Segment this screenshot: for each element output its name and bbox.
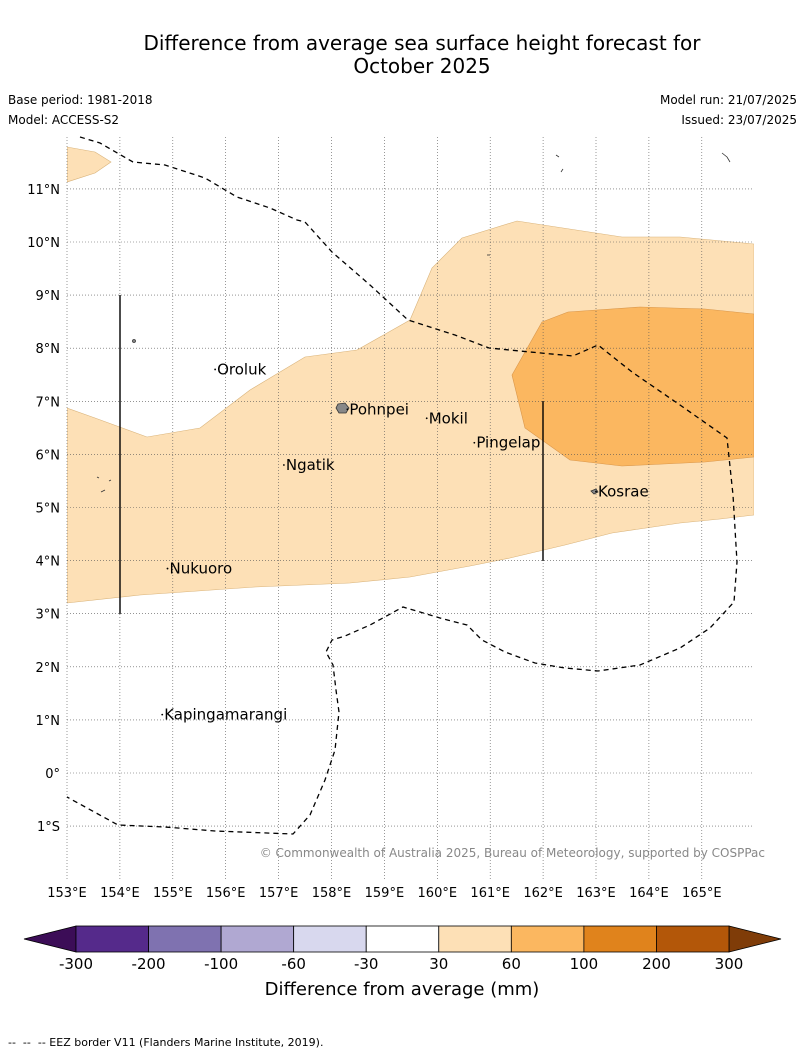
latitude-label: 3°N bbox=[36, 608, 61, 623]
colorbar-segment bbox=[148, 925, 222, 953]
colorbar-segment bbox=[438, 925, 512, 953]
colorbar-tick-label: -30 bbox=[354, 955, 379, 973]
island-speck-northeast bbox=[721, 152, 731, 163]
place-dot bbox=[166, 567, 169, 570]
colorbar-tick-label: 30 bbox=[429, 955, 448, 973]
place-label: Nukuoro bbox=[170, 560, 233, 578]
place-labels: Oroluk Pohnpei Mokil Pingelap Ngatik Kosrae Nu… bbox=[161, 360, 649, 724]
place-dot bbox=[425, 417, 428, 420]
place-label: Pohnpei bbox=[349, 400, 409, 418]
longitude-label: 163°E bbox=[576, 886, 616, 901]
place-dot bbox=[161, 713, 164, 716]
colorbar-segment bbox=[583, 925, 657, 953]
latitude-label: 4°N bbox=[36, 555, 61, 570]
latitude-label: 2°N bbox=[36, 661, 61, 676]
longitude-label: 164°E bbox=[629, 886, 669, 901]
longitude-labels: 153°E 154°E 155°E 156°E 157°E 158°E 159°E 160°E… bbox=[47, 886, 721, 901]
place-dot bbox=[282, 464, 285, 466]
eez-legend-note: -- -- -- EEZ border V11 (Flanders Marine… bbox=[8, 1036, 324, 1049]
colorbar-tick-label: 200 bbox=[642, 955, 671, 973]
latitude-label: 7°N bbox=[36, 395, 61, 410]
latitude-label: 8°N bbox=[36, 342, 61, 357]
place-label: Ngatik bbox=[286, 456, 335, 474]
base-period: Base period: 1981-2018 bbox=[8, 93, 153, 107]
latitude-label: 11°N bbox=[27, 183, 60, 198]
longitude-markers bbox=[119, 295, 544, 614]
longitude-label: 162°E bbox=[523, 886, 563, 901]
island-pohnpei bbox=[335, 402, 350, 414]
colorbar-tick-label: 60 bbox=[502, 955, 521, 973]
title-line-2: October 2025 bbox=[353, 54, 491, 78]
latitude-label: 5°N bbox=[36, 502, 61, 517]
latitude-label: 10°N bbox=[27, 236, 60, 251]
place-label: Mokil bbox=[429, 409, 468, 427]
colorbar-tick-label: 100 bbox=[570, 955, 599, 973]
place-label: Kapingamarangi bbox=[164, 706, 287, 724]
colorbar-tick-label: 300 bbox=[715, 955, 744, 973]
eez-border-north bbox=[66, 136, 738, 835]
colorbar-label: Difference from average (mm) bbox=[265, 979, 540, 1000]
longitude-label: 161°E bbox=[470, 886, 510, 901]
place-label: Oroluk bbox=[217, 360, 266, 378]
longitude-label: 160°E bbox=[418, 886, 458, 901]
colorbar-segment bbox=[75, 925, 149, 953]
island-speck-west bbox=[132, 339, 136, 343]
colorbar-segment bbox=[510, 925, 585, 953]
place-label: Kosrae bbox=[598, 483, 649, 501]
model-run: Model run: 21/07/2025 bbox=[659, 93, 797, 107]
colorbar-segment bbox=[656, 925, 730, 953]
model-name: Model: ACCESS-S2 bbox=[8, 113, 120, 127]
latitude-label: 1°S bbox=[37, 820, 60, 835]
colorbar: -300 -200 -100 -60 -30 30 60 100 200 300 bbox=[23, 925, 782, 973]
anomaly-60-100-patch bbox=[511, 306, 754, 467]
anomaly-fields bbox=[67, 146, 754, 604]
eez-borders bbox=[66, 136, 738, 835]
place-dot bbox=[214, 368, 217, 371]
island-speck-southwest bbox=[96, 476, 112, 493]
latitude-label: 9°N bbox=[36, 289, 61, 304]
longitude-label: 159°E bbox=[365, 886, 405, 901]
copyright-notice: © Commonwealth of Australia 2025, Bureau… bbox=[260, 846, 765, 860]
place-dot bbox=[473, 441, 476, 444]
island-speck-north bbox=[555, 154, 564, 173]
latitude-label: 6°N bbox=[36, 448, 61, 463]
island-kosrae bbox=[590, 488, 599, 495]
title-line-1: Difference from average sea surface heig… bbox=[143, 31, 701, 55]
longitude-label: 156°E bbox=[206, 886, 246, 901]
longitude-label: 153°E bbox=[47, 886, 87, 901]
graticule bbox=[66, 137, 754, 880]
colorbar-tick-label: -60 bbox=[281, 955, 306, 973]
latitude-label: 0° bbox=[45, 767, 60, 782]
colorbar-tick-label: -200 bbox=[132, 955, 166, 973]
colorbar-tick-label: -300 bbox=[59, 955, 93, 973]
island-speck-pohnpei-west bbox=[329, 411, 333, 415]
anomaly-30-60-patch-northwest bbox=[67, 146, 112, 183]
colorbar-segment bbox=[220, 925, 295, 953]
islands bbox=[96, 152, 731, 495]
colorbar-under-arrow bbox=[23, 925, 77, 953]
latitude-label: 1°N bbox=[36, 714, 61, 729]
latitude-labels: 11°N 10°N 9°N 8°N 7°N 6°N 5°N 4°N 3°N 2°N 1°N 0° 1°S bbox=[27, 183, 60, 835]
longitude-label: 158°E bbox=[312, 886, 352, 901]
longitude-label: 155°E bbox=[153, 886, 193, 901]
colorbar-over-arrow bbox=[728, 925, 782, 953]
longitude-label: 165°E bbox=[682, 886, 722, 901]
colorbar-segment bbox=[293, 925, 367, 953]
place-dot bbox=[595, 490, 597, 493]
longitude-label: 154°E bbox=[100, 886, 140, 901]
longitude-label: 157°E bbox=[259, 886, 299, 901]
map-title: Difference from average sea surface heig… bbox=[0, 32, 804, 78]
place-label: Pingelap bbox=[476, 434, 540, 452]
colorbar-tick-label: -100 bbox=[204, 955, 238, 973]
issued-date: Issued: 23/07/2025 bbox=[681, 113, 797, 127]
colorbar-segment bbox=[365, 925, 440, 953]
place-dot bbox=[346, 408, 349, 411]
